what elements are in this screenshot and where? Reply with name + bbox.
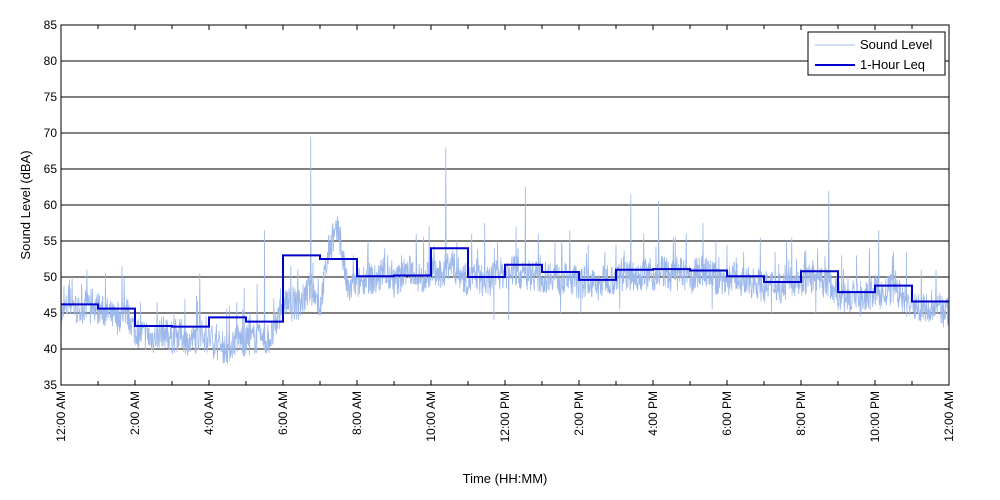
legend: Sound Level 1-Hour Leq: [807, 31, 946, 76]
leq-step-line: [61, 247, 949, 328]
y-tick-label: 40: [44, 342, 58, 356]
y-tick-label: 65: [44, 162, 58, 176]
x-tick-label: 12:00 AM: [54, 391, 68, 442]
y-tick-label: 70: [44, 126, 58, 140]
x-tick-label: 12:00 AM: [942, 391, 956, 442]
y-tick-label: 75: [44, 90, 58, 104]
y-tick-label: 85: [44, 18, 58, 32]
x-tick-label: 10:00 PM: [868, 391, 882, 442]
x-tick-label: 2:00 PM: [572, 391, 586, 436]
x-axis-title: Time (HH:MM): [463, 471, 548, 486]
legend-box: [807, 31, 946, 76]
y-tick-label: 60: [44, 198, 58, 212]
y-tick-label: 55: [44, 234, 58, 248]
x-tick-label: 6:00 AM: [276, 391, 290, 435]
x-tick-label: 4:00 AM: [202, 391, 216, 435]
leq-series: [61, 247, 949, 328]
x-axis: 12:00 AM 2:00 AM 4:00 AM 6:00 AM 8:00 AM 10:0…: [54, 25, 956, 442]
y-tick-label: 45: [44, 306, 58, 320]
x-tick-label: 8:00 AM: [350, 391, 364, 435]
y-tick-label: 80: [44, 54, 58, 68]
x-tick-label: 6:00 PM: [720, 391, 734, 436]
y-tick-label: 50: [44, 270, 58, 284]
legend-label-leq: 1-Hour Leq: [860, 57, 925, 72]
y-axis-title: Sound Level (dBA): [18, 150, 33, 259]
x-tick-label: 12:00 PM: [498, 391, 512, 442]
y-axis: 35 40 45 50 55 60 65 70 75 80 85: [44, 18, 58, 392]
legend-label-sound-level: Sound Level: [860, 37, 932, 52]
x-tick-label: 8:00 PM: [794, 391, 808, 436]
x-tick-label: 4:00 PM: [646, 391, 660, 436]
x-tick-label: 2:00 AM: [128, 391, 142, 435]
x-tick-label: 10:00 AM: [424, 391, 438, 442]
y-tick-label: 35: [44, 378, 58, 392]
